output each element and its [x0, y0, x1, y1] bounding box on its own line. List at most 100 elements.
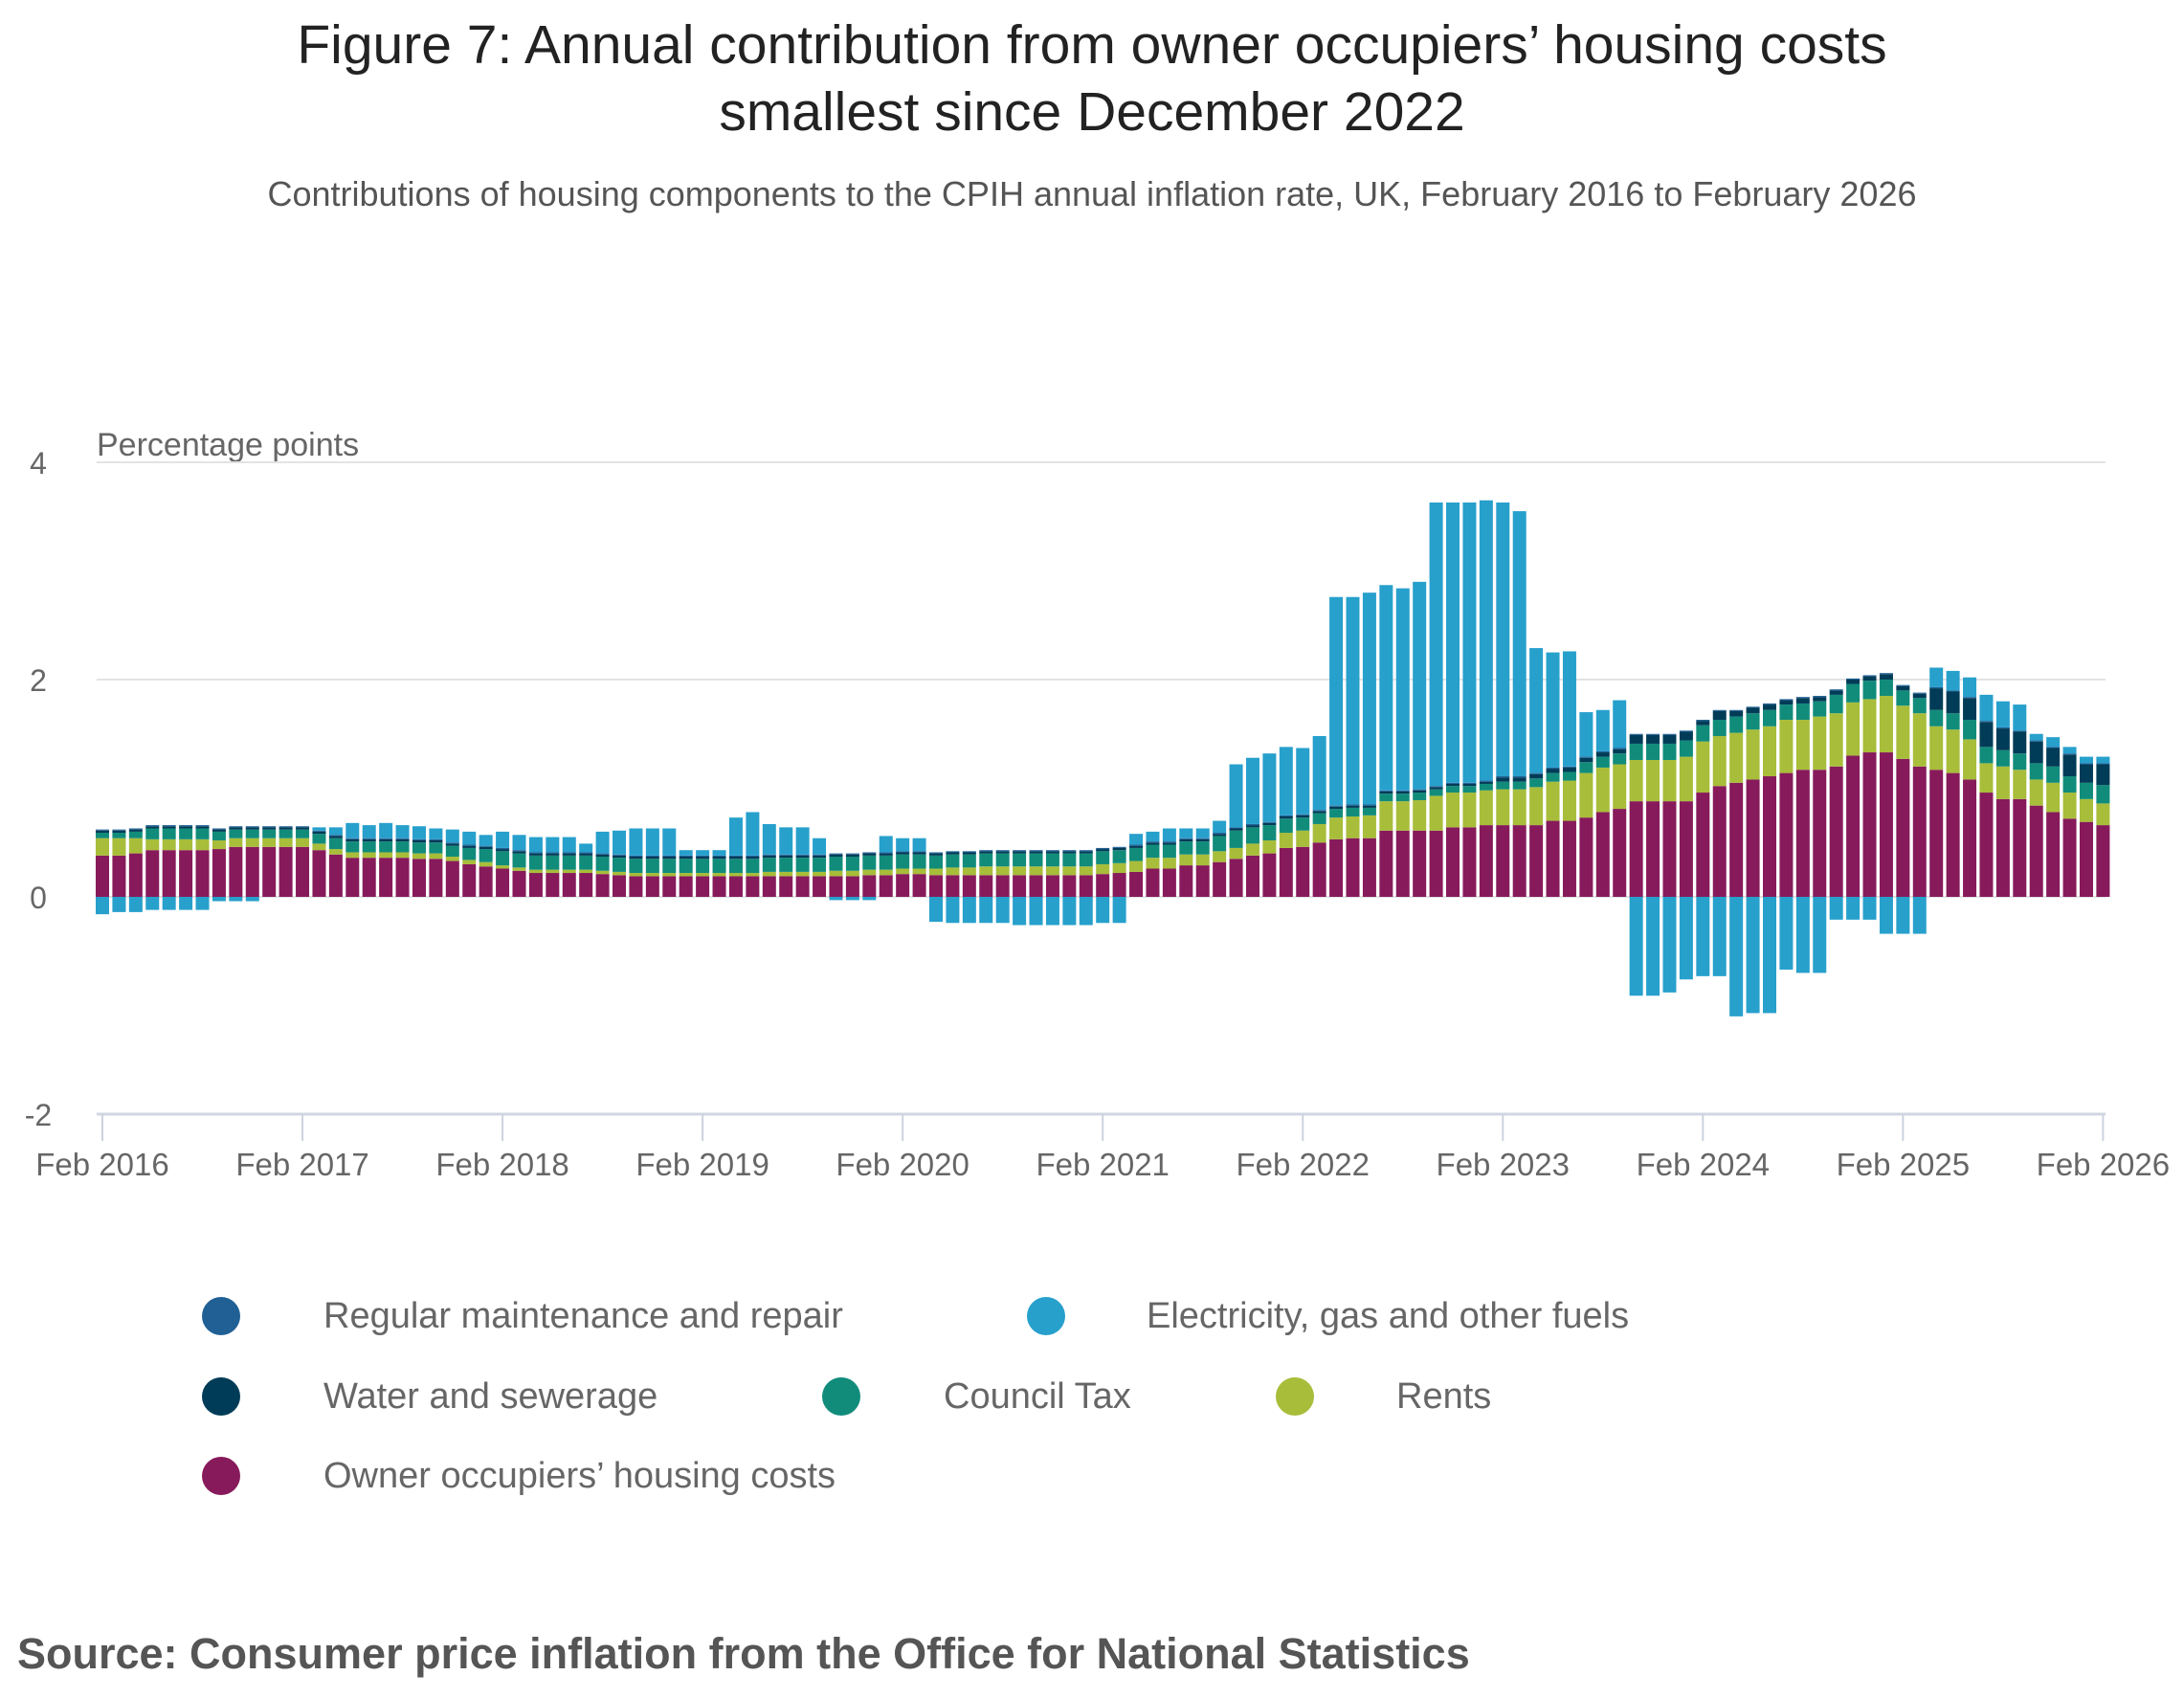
bar-segment-council-tax: [1446, 786, 1460, 793]
bar-stack: [179, 825, 193, 910]
bar-segment-regular-maintenance-and-repair: [1362, 804, 1376, 806]
bar-segment-council-tax: [662, 859, 677, 874]
bar-stack: [1429, 502, 1443, 897]
legend-item-council-tax: Council Tax: [822, 1377, 1131, 1416]
bar-segment-owner-occupiers-housing-costs: [546, 873, 560, 897]
bar-stack: [929, 852, 943, 923]
bar-segment-council-tax: [1346, 807, 1360, 817]
bar-segment-council-tax: [1795, 703, 1810, 720]
bar-segment-water-and-sewerage: [862, 853, 877, 856]
bar-segment-regular-maintenance-and-repair: [328, 835, 343, 837]
bar-segment-electricity-gas-and-other-fuels: [2013, 704, 2027, 731]
bar-segment-council-tax: [1496, 781, 1510, 790]
bar-segment-regular-maintenance-and-repair: [1395, 790, 1410, 792]
bar-segment-council-tax: [328, 838, 343, 850]
bar-segment-council-tax: [1712, 719, 1727, 737]
x-tick-label: Feb 2026: [2037, 1147, 2170, 1182]
bar-segment-electricity-gas-and-other-fuels: [795, 827, 810, 855]
bar-segment-owner-occupiers-housing-costs: [1813, 770, 1827, 897]
bar-segment-regular-maintenance-and-repair: [1429, 786, 1443, 788]
bar-segment-rents: [679, 873, 693, 877]
bar-segment-rents: [395, 852, 410, 859]
bar-segment-electricity-gas-and-other-fuels: [1479, 500, 1493, 781]
bar-segment-electricity-gas-and-other-fuels: [1312, 736, 1326, 811]
bar-segment-council-tax: [813, 858, 827, 872]
bar-segment-regular-maintenance-and-repair: [1162, 841, 1176, 843]
bar-segment-electricity-gas-and-other-fuels: [896, 838, 910, 852]
bar-segment-water-and-sewerage: [112, 830, 126, 834]
bar-segment-water-and-sewerage: [813, 855, 827, 859]
bar-stack: [362, 825, 376, 897]
bar-segment-electricity-gas-and-other-fuels: [1279, 747, 1293, 815]
bar-segment-water-and-sewerage: [1162, 842, 1176, 845]
bar-segment-council-tax: [1429, 789, 1443, 796]
bar-segment-rents: [712, 873, 726, 877]
bar-segment-rents: [1896, 705, 1910, 759]
bar-segment-owner-occupiers-housing-costs: [746, 876, 760, 897]
y-tick-label: -2: [25, 1098, 52, 1132]
bar-segment-regular-maintenance-and-repair: [845, 853, 859, 855]
bar-stack: [245, 826, 259, 902]
bar-segment-owner-occupiers-housing-costs: [1929, 770, 1944, 897]
bar-segment-regular-maintenance-and-repair: [112, 829, 126, 831]
bar-segment-electricity-gas-and-other-fuels: [1979, 694, 1994, 722]
bar-segment-council-tax: [829, 857, 843, 871]
chart-title: Figure 7: Annual contribution from owner…: [0, 11, 2184, 145]
bar-stack: [829, 853, 843, 901]
bar-segment-owner-occupiers-housing-costs: [1496, 825, 1510, 897]
bar-stack: [512, 835, 526, 897]
bar-segment-water-and-sewerage: [479, 846, 493, 850]
bar-segment-water-and-sewerage: [262, 827, 277, 830]
bar-segment-water-and-sewerage: [1912, 693, 1927, 699]
bar-segment-regular-maintenance-and-repair: [296, 826, 310, 828]
bar-segment-electricity-gas-and-other-fuels: [1146, 831, 1160, 842]
bar-stack: [562, 837, 576, 897]
legend-dot-icon: [1027, 1297, 1065, 1335]
bar-segment-water-and-sewerage: [1662, 734, 1677, 744]
bar-segment-electricity-gas-and-other-fuels: [962, 897, 976, 924]
bar-stack: [1346, 596, 1360, 897]
bar-segment-council-tax: [1229, 830, 1243, 848]
bar-segment-regular-maintenance-and-repair: [562, 852, 576, 854]
bar-segment-electricity-gas-and-other-fuels: [1829, 897, 1843, 920]
bar-segment-owner-occupiers-housing-costs: [795, 876, 810, 897]
bar-segment-electricity-gas-and-other-fuels: [1662, 897, 1677, 993]
bar-segment-regular-maintenance-and-repair: [279, 826, 293, 828]
bar-segment-water-and-sewerage: [546, 853, 560, 856]
bar-segment-regular-maintenance-and-repair: [862, 852, 877, 854]
bar-segment-owner-occupiers-housing-costs: [845, 876, 859, 897]
bar-segment-owner-occupiers-housing-costs: [1696, 793, 1710, 897]
bar-segment-rents: [1346, 816, 1360, 838]
bar-segment-council-tax: [2096, 785, 2110, 804]
bar-stack: [1195, 828, 1210, 897]
bar-segment-regular-maintenance-and-repair: [1912, 692, 1927, 694]
bar-segment-electricity-gas-and-other-fuels: [195, 897, 210, 910]
bar-segment-owner-occupiers-housing-costs: [629, 876, 643, 897]
bar-stack: [1446, 502, 1460, 897]
bar-segment-water-and-sewerage: [1696, 721, 1710, 726]
bar-segment-council-tax: [312, 834, 326, 844]
bar-segment-rents: [829, 870, 843, 877]
bar-segment-owner-occupiers-housing-costs: [1546, 820, 1560, 897]
bar-segment-council-tax: [1379, 793, 1393, 802]
bar-segment-owner-occupiers-housing-costs: [212, 849, 226, 897]
bar-segment-electricity-gas-and-other-fuels: [613, 830, 627, 855]
bar-segment-rents: [2079, 798, 2093, 822]
bar-segment-owner-occupiers-housing-costs: [1912, 766, 1927, 897]
bar-segment-owner-occupiers-housing-costs: [112, 855, 126, 897]
bar-segment-owner-occupiers-housing-costs: [1096, 874, 1110, 897]
bar-stack: [1529, 648, 1544, 897]
bar-segment-rents: [1379, 801, 1393, 831]
bar-segment-electricity-gas-and-other-fuels: [1896, 897, 1910, 934]
bar-segment-owner-occupiers-housing-costs: [979, 875, 993, 897]
bar-stack: [395, 825, 410, 897]
bar-segment-owner-occupiers-housing-costs: [1746, 779, 1760, 897]
bar-segment-rents: [262, 838, 277, 847]
bar-segment-council-tax: [1112, 850, 1126, 863]
bar-stack: [262, 826, 277, 897]
bar-segment-regular-maintenance-and-repair: [995, 850, 1010, 852]
bar-segment-electricity-gas-and-other-fuels: [2096, 756, 2110, 764]
bar-stack: [662, 828, 677, 897]
bar-segment-regular-maintenance-and-repair: [1929, 686, 1944, 689]
bar-segment-water-and-sewerage: [829, 854, 843, 858]
